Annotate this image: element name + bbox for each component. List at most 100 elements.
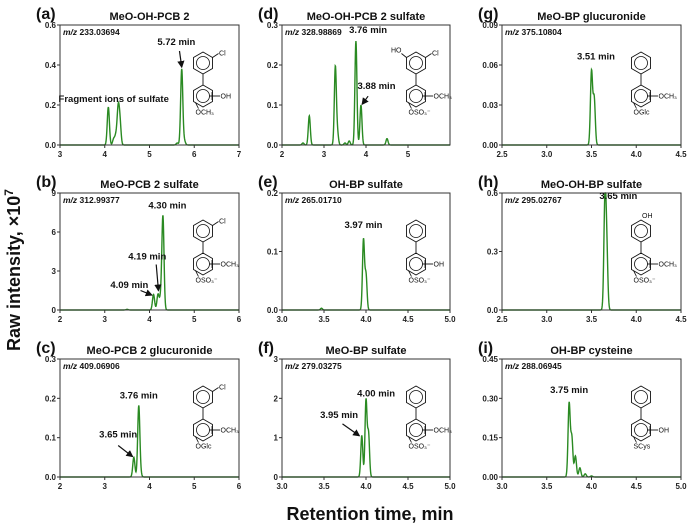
y-tick-label: 0.2 [45, 394, 57, 403]
substituent-bond [401, 53, 407, 58]
mz-label: m/z 288.06945 [505, 361, 562, 371]
substituent-bond [212, 53, 219, 58]
panel-letter: (i) [478, 340, 493, 357]
panel-title: OH-BP sulfate [329, 179, 403, 191]
x-axis-label: Retention time, min [286, 504, 453, 524]
peak-annotation: 3.95 min [320, 410, 358, 421]
mz-label: m/z 233.03694 [63, 27, 120, 37]
substituent-label: OSO₃⁻ [409, 278, 431, 285]
x-tick-label: 5.0 [444, 315, 456, 324]
y-axis-label-exponent: 7 [2, 189, 16, 196]
mz-label: m/z 328.98869 [285, 27, 342, 37]
annotation-arrow [117, 445, 134, 458]
panel-letter: (f) [258, 340, 274, 357]
substituent-bond [408, 102, 412, 109]
y-tick-label: 0.1 [267, 248, 279, 257]
peak-annotation: Fragment ions of sulfate [59, 94, 169, 105]
aromatic-circle [196, 423, 210, 437]
annotation-arrow [177, 50, 185, 69]
substituent-bond [408, 436, 412, 443]
mz-label: m/z 279.03275 [285, 361, 342, 371]
panel-title: MeO-PCB 2 sulfate [100, 179, 198, 191]
peak-annotation: 4.30 min [148, 201, 186, 212]
chemical-structure: OCH₃ OGlc [631, 51, 677, 117]
plot-frame [281, 358, 451, 478]
x-tick-label: 5 [406, 150, 411, 159]
annotation-arrow [361, 95, 369, 106]
x-tick-label: 3 [103, 315, 108, 324]
x-tick-label: 4.5 [631, 482, 643, 491]
substituent-label: OH [659, 428, 670, 435]
mz-label: m/z 409.06906 [63, 361, 120, 371]
panel-c: (c) MeO-PCB 2 glucuronide 0.0 0.1 0.2 0.3 2 3 4 5… [36, 340, 242, 491]
aromatic-circle [409, 390, 423, 404]
x-tick-label: 3 [322, 150, 327, 159]
y-tick-label: 0.0 [45, 473, 57, 482]
benzene-ring [631, 252, 651, 276]
chromatogram-trace [60, 405, 239, 478]
panel-title: MeO-OH-BP sulfate [541, 179, 642, 191]
panel-d: (d) MeO-OH-PCB 2 sulfate 0.0 0.1 0.2 0.3 2 3 4 5 m… [258, 6, 452, 159]
peak-annotation: 3.51 min [577, 52, 615, 63]
aromatic-circle [196, 390, 210, 404]
peak-annotation: 4.09 min [110, 280, 148, 291]
x-tick-label: 6 [237, 482, 242, 491]
mz-prefix: m/z [505, 195, 520, 205]
benzene-ring [631, 84, 651, 108]
y-tick-label: 0.0 [267, 306, 279, 315]
x-tick-label: 5.0 [444, 482, 456, 491]
substituent-bond [633, 270, 637, 277]
annotation-arrow [154, 264, 162, 292]
x-tick-label: 3.0 [541, 150, 553, 159]
panel-e: (e) OH-BP sulfate 0.0 0.1 0.2 3.0 3.5 4.0 4.5 5.0… [258, 174, 456, 324]
substituent-bond [633, 102, 637, 109]
plot-frame [501, 358, 682, 478]
y-tick-label: 0.2 [45, 101, 57, 110]
y-tick-label: 6 [52, 228, 57, 237]
mz-value: 265.01710 [302, 195, 342, 205]
x-tick-label: 6 [192, 150, 197, 159]
aromatic-circle [634, 257, 648, 271]
aromatic-circle [634, 224, 648, 238]
mz-label: m/z 312.99377 [63, 195, 120, 205]
panel-title: MeO-OH-PCB 2 [109, 11, 189, 23]
mz-value: 312.99377 [80, 195, 120, 205]
x-tick-label: 3.0 [276, 315, 288, 324]
mz-value: 328.98869 [302, 27, 342, 37]
aromatic-circle [634, 56, 648, 70]
x-tick-label: 7 [237, 150, 242, 159]
peak-annotation: 4.00 min [357, 388, 395, 399]
chemical-structure: Cl HO OCH₃ OSO₃⁻ [391, 48, 452, 117]
y-tick-label: 0.00 [482, 473, 498, 482]
peak-annotation: 3.97 min [344, 220, 382, 231]
y-tick-label: 0.4 [45, 61, 57, 70]
aromatic-circle [634, 423, 648, 437]
panel-f: (f) MeO-BP sulfate 0 1 2 3 3.0 3.5 4.0 4.5 5.0 m/z … [258, 340, 456, 491]
y-tick-label: 0.3 [45, 355, 57, 364]
y-tick-label: 0 [52, 306, 57, 315]
chemical-structure: Cl OH OCH₃ [193, 51, 231, 117]
panel-title: MeO-BP sulfate [325, 345, 406, 357]
x-tick-label: 4.5 [402, 482, 414, 491]
x-tick-label: 4.0 [586, 482, 598, 491]
chromatogram-trace [502, 67, 681, 146]
substituent-bond [633, 436, 637, 443]
substituent-bond [425, 53, 432, 58]
x-tick-label: 5 [192, 482, 197, 491]
x-tick-label: 4.5 [675, 150, 687, 159]
y-tick-label: 0.03 [482, 101, 498, 110]
x-tick-label: 4.0 [360, 315, 372, 324]
aromatic-circle [409, 257, 423, 271]
x-tick-label: 4 [147, 315, 152, 324]
y-axis-label: Raw intensity, ×107 [2, 189, 24, 351]
chemical-structure: OH SCys [631, 385, 670, 451]
benzene-ring [406, 252, 426, 276]
y-tick-label: 0.1 [267, 101, 279, 110]
y-tick-label: 3 [52, 267, 57, 276]
panel-letter: (c) [36, 340, 56, 357]
substituent-label: OH [434, 262, 445, 269]
aromatic-circle [634, 390, 648, 404]
x-tick-label: 4.0 [360, 482, 372, 491]
x-tick-label: 3.0 [276, 482, 288, 491]
aromatic-circle [409, 56, 423, 70]
